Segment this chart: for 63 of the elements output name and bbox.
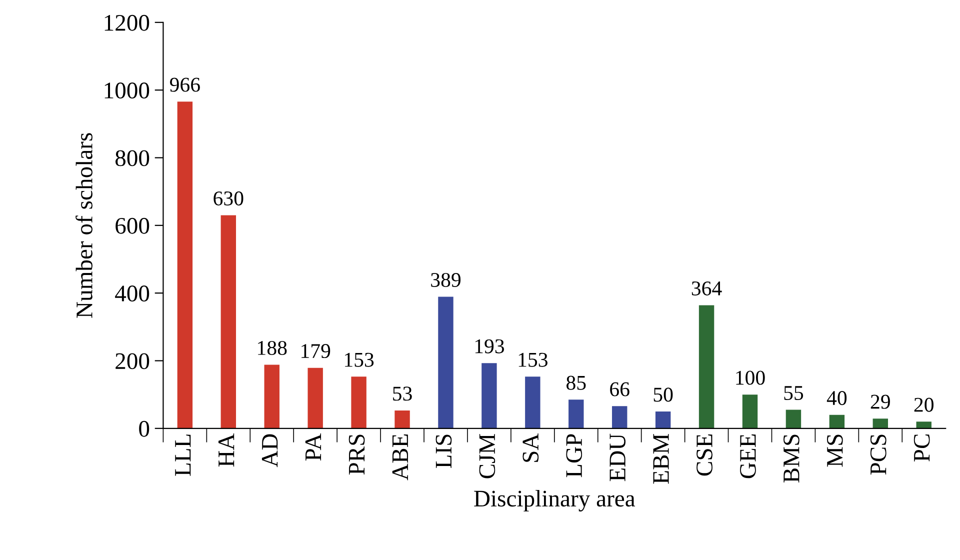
data-label: 29: [870, 394, 890, 409]
y-tick-label: 1200: [104, 14, 150, 31]
bar: [351, 376, 366, 428]
x-tick-label: BMS: [784, 434, 800, 482]
x-tick-label: AD: [262, 434, 278, 468]
data-label: 20: [914, 398, 934, 412]
data-label: 630: [214, 191, 244, 206]
bar: [916, 422, 932, 428]
data-label: 364: [692, 281, 722, 296]
x-tick-label: EBM: [653, 434, 669, 484]
bar: [482, 363, 497, 428]
data-label: 100: [736, 370, 765, 385]
bar: [308, 368, 323, 428]
y-tick-label: 800: [115, 150, 150, 166]
data-label: 66: [610, 382, 630, 396]
data-label: 55: [784, 386, 804, 400]
data-label: 966: [170, 78, 200, 92]
y-tick-label: 400: [115, 286, 150, 302]
data-label: 50: [654, 388, 673, 402]
data-label: 188: [258, 340, 287, 356]
x-tick-label: MS: [826, 434, 843, 467]
data-label: 193: [475, 339, 504, 354]
x-tick-label: CJM: [479, 434, 496, 478]
bar: [568, 400, 584, 428]
x-tick-label: CSE: [696, 434, 712, 476]
x-tick-label: HA: [218, 433, 234, 467]
x-tick-label: GEE: [740, 434, 756, 478]
bar: [612, 406, 628, 428]
bar: [264, 364, 280, 428]
bar: [742, 394, 758, 428]
bar: [698, 305, 714, 428]
data-label: 53: [393, 386, 412, 401]
bar: [872, 418, 888, 428]
x-tick-label: EDU: [610, 434, 626, 482]
bar: [394, 410, 410, 428]
data-label: 389: [431, 272, 461, 287]
y-tick-label: 0: [139, 420, 150, 437]
bar: [829, 414, 845, 428]
y-axis-title: Number of scholars: [76, 133, 92, 318]
x-tick-label: PC: [914, 434, 930, 462]
bar: [177, 102, 193, 428]
y-tick-label: 600: [116, 218, 150, 234]
x-tick-label: PA: [305, 433, 322, 461]
y-tick-label: 200: [116, 353, 150, 370]
x-tick-label: SA: [522, 433, 539, 462]
data-label: 179: [302, 344, 330, 358]
x-tick-label: LIS: [436, 434, 452, 468]
x-tick-label: LGP: [566, 434, 582, 478]
x-tick-label: PCS: [870, 434, 886, 475]
bar: [786, 410, 802, 428]
x-tick-label: PRS: [348, 434, 365, 475]
x-axis-title: Disciplinary area: [474, 490, 636, 512]
data-label: 40: [826, 391, 847, 406]
bar: [220, 215, 236, 428]
bar: [438, 296, 454, 428]
bar: [655, 411, 671, 428]
y-tick-label: 1000: [104, 82, 150, 98]
data-label: 153: [345, 352, 374, 367]
x-tick-label: ABE: [392, 434, 408, 480]
bar: [525, 376, 540, 428]
data-label: 85: [566, 376, 586, 390]
x-tick-label: LLL: [175, 434, 191, 476]
data-label: 153: [518, 352, 548, 367]
